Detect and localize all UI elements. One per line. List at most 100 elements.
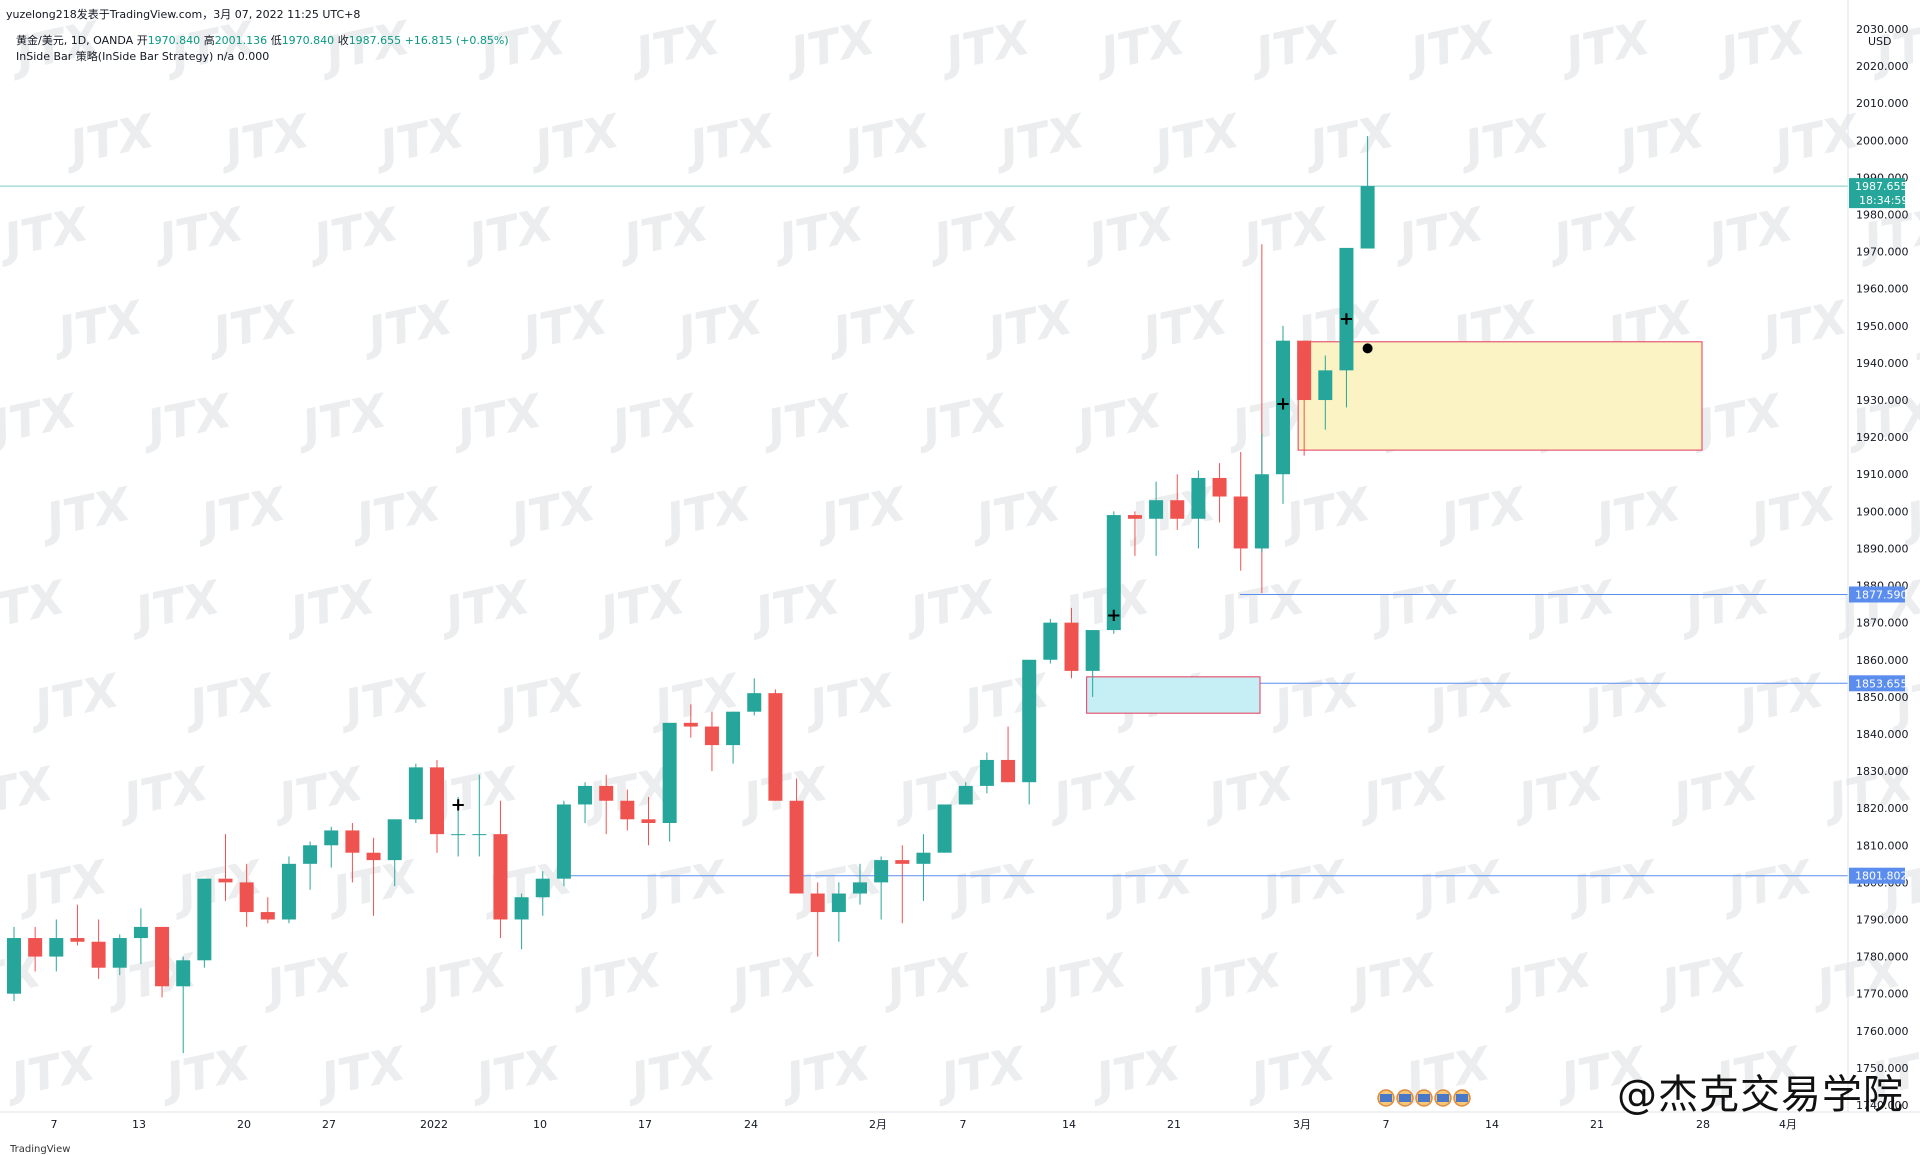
- x-tick-label: 24: [744, 1118, 758, 1131]
- y-tick-label: 1910.000: [1856, 468, 1909, 481]
- watermark-text: JTX: [1739, 476, 1843, 548]
- y-tick-label: 1750.000: [1856, 1062, 1909, 1075]
- watermark-text: JTX: [600, 383, 704, 455]
- watermark-text: JTX: [611, 196, 715, 268]
- publisher-header: yuzelong218发表于TradingView.com，3月 07, 202…: [6, 8, 361, 21]
- time-axis[interactable]: 7 13 20 27 2022 10 17 24 2月 7 14 21 3月 7 14 21 28 4月: [51, 1118, 1798, 1131]
- candle: [578, 782, 593, 824]
- watermark-text: JTX: [266, 756, 370, 828]
- candle: [768, 689, 783, 801]
- watermark-text: JTX: [832, 103, 936, 175]
- candle-body: [7, 938, 21, 994]
- x-tick-label: 7: [1383, 1118, 1390, 1131]
- watermark-text: JTX: [720, 942, 824, 1014]
- candle: [155, 926, 170, 998]
- watermark-text: JTX: [511, 290, 615, 362]
- event-flags[interactable]: [1377, 1089, 1471, 1107]
- candle: [1233, 451, 1248, 571]
- watermark-text: JTX: [565, 942, 669, 1014]
- watermark-text: JTX: [1231, 196, 1335, 268]
- y-tick-label: 2010.000: [1856, 97, 1909, 110]
- currency-label: USD: [1868, 35, 1892, 48]
- y-tick-label: 1770.000: [1856, 988, 1909, 1001]
- watermark-text: JTX: [1088, 10, 1192, 82]
- watermark-text: JTX: [0, 569, 72, 641]
- plus-marker: +: [1275, 394, 1290, 415]
- candle: [810, 882, 825, 957]
- watermark-text: JTX: [1386, 196, 1490, 268]
- watermark-text: JTX: [1076, 196, 1180, 268]
- y-tick-label: 1960.000: [1856, 283, 1909, 296]
- candle-body: [303, 845, 318, 864]
- watermark-text: JTX: [964, 476, 1068, 548]
- watermark-text: JTX: [445, 383, 549, 455]
- watermark-text: JTX: [987, 103, 1091, 175]
- plus-marker: +: [1106, 605, 1121, 626]
- watermark-text: JTX: [1696, 196, 1800, 268]
- candle: [91, 919, 106, 979]
- yellow-zone-box: [1297, 341, 1703, 451]
- watermark-text: JTX: [1751, 290, 1855, 362]
- x-tick-label: 2022: [420, 1118, 448, 1131]
- candle-body: [662, 722, 677, 824]
- candle-body: [1170, 500, 1185, 519]
- watermark-text: JTX: [933, 10, 1037, 82]
- y-tick-label: 1980.000: [1856, 209, 1909, 222]
- watermark-text: JTX: [146, 196, 250, 268]
- watermark-text: JTX: [410, 942, 514, 1014]
- price-level-badge: [1849, 867, 1905, 884]
- watermark-text: JTX: [0, 1036, 102, 1108]
- candle-body: [218, 878, 233, 883]
- watermark-text: JTX: [464, 1036, 568, 1108]
- x-tick-label: 28: [1696, 1118, 1710, 1131]
- candle-body: [768, 693, 783, 801]
- watermark-text: JTX: [201, 290, 305, 362]
- candle: [641, 797, 656, 846]
- watermark-text: JTX: [111, 756, 215, 828]
- candle: [874, 856, 889, 920]
- candle: [1297, 340, 1312, 456]
- price-level-badge: [1849, 675, 1905, 692]
- candle: [112, 934, 127, 976]
- watermark-text: JTX: [1351, 756, 1455, 828]
- watermark-text: JTX: [212, 103, 316, 175]
- candle-body: [324, 830, 339, 846]
- price-level-badge: [1849, 586, 1905, 603]
- candle-body: [345, 830, 360, 853]
- watermark-text: JTX: [1518, 569, 1622, 641]
- candle-body: [916, 852, 931, 864]
- y-tick-label: 1850.000: [1856, 691, 1909, 704]
- candle-body: [1212, 477, 1227, 497]
- price-axis[interactable]: 2030.000USD2020.0002010.0002000.0001990.…: [1856, 23, 1909, 1112]
- symbol-legend[interactable]: 黄金/美元, 1D, OANDA 开1970.840 高2001.136 低19…: [16, 32, 509, 48]
- candle-body: [1149, 500, 1164, 519]
- candle: [1254, 433, 1269, 553]
- legend-close-label: 收: [337, 34, 349, 47]
- candle: [472, 774, 487, 857]
- candle-body: [1360, 186, 1375, 249]
- candle: [133, 908, 148, 965]
- candle: [176, 956, 191, 1054]
- y-tick-label: 1900.000: [1856, 505, 1909, 518]
- candle-body: [1233, 496, 1248, 549]
- watermark-text: JTX: [588, 569, 692, 641]
- watermark-text: JTX: [898, 569, 1002, 641]
- watermark-text: JTX: [154, 1036, 258, 1108]
- watermark-text: JTX: [1560, 849, 1664, 921]
- watermark-text: JTX: [1196, 756, 1300, 828]
- flag-stripe-icon: [1399, 1094, 1411, 1102]
- candle-body: [133, 926, 148, 939]
- candle: [853, 863, 867, 905]
- candle-body: [620, 800, 635, 820]
- y-tick-label: 1810.000: [1856, 839, 1909, 852]
- watermark-text: JTX: [630, 849, 734, 921]
- watermark-text: JTX: [290, 383, 394, 455]
- watermark-text: JTX: [1142, 103, 1246, 175]
- candle-body: [451, 834, 466, 836]
- watermark-text: JTX: [46, 290, 150, 362]
- candle-body: [1043, 622, 1058, 660]
- indicator-legend[interactable]: InSide Bar 策略(InSide Bar Strategy) n/a 0…: [16, 50, 270, 63]
- watermark-text: JTX: [1429, 476, 1533, 548]
- watermark-text: JTX: [487, 663, 591, 735]
